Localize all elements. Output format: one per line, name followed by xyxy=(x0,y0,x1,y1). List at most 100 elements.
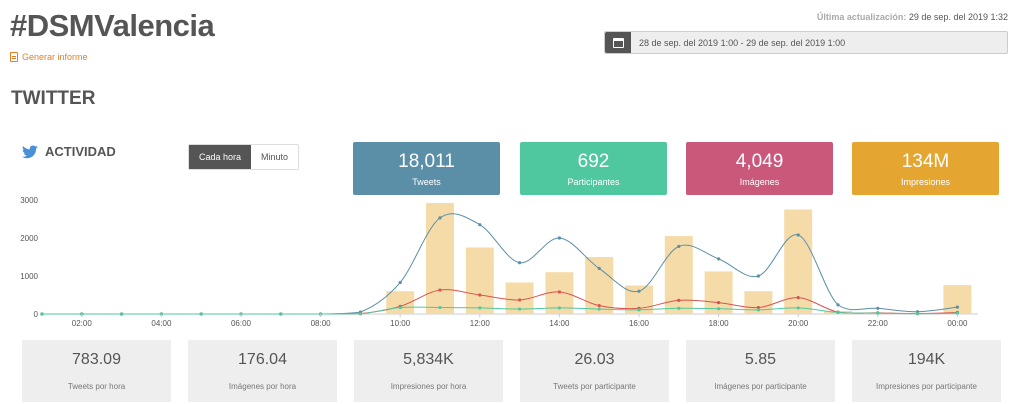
stat-value: 18,011 xyxy=(398,151,455,172)
stat-value: 692 xyxy=(577,151,610,172)
activity-heading: ACTIVIDAD xyxy=(22,144,116,159)
series-point xyxy=(478,223,482,227)
y-tick-label: 3000 xyxy=(20,196,38,205)
series-point xyxy=(637,308,641,312)
x-tick-label: 10:00 xyxy=(390,319,411,328)
series-point xyxy=(597,307,601,311)
date-range-text: 28 de sep. del 2019 1:00 - 29 de sep. de… xyxy=(639,37,846,48)
series-point xyxy=(597,304,601,308)
series-point xyxy=(199,312,203,316)
series-point xyxy=(557,290,562,294)
date-range-picker[interactable]: 28 de sep. del 2019 1:00 - 29 de sep. de… xyxy=(604,31,1008,54)
series-point xyxy=(876,311,880,315)
y-tick-label: 2000 xyxy=(20,234,38,243)
series-line xyxy=(42,213,958,315)
last-updated-value: 29 de sep. del 2019 1:32 xyxy=(908,12,1008,22)
series-point xyxy=(955,305,960,309)
metric-value: 176.04 xyxy=(238,351,287,368)
chart-bar xyxy=(426,203,454,314)
metric-impressions-per-participant: 194K Impresiones por participante xyxy=(852,340,1001,402)
last-updated-label: Última actualización: xyxy=(816,12,907,22)
metric-impressions-per-hour: 5,834K Impresiones por hora xyxy=(354,340,503,402)
metric-images-per-hour: 176.04 Imágenes por hora xyxy=(188,340,337,402)
stat-label: Imágenes xyxy=(739,177,780,187)
series-point xyxy=(677,306,681,310)
series-point xyxy=(597,266,601,270)
series-point xyxy=(717,307,721,311)
x-tick-label: 06:00 xyxy=(231,319,252,328)
series-point xyxy=(279,312,283,316)
x-tick-label: 02:00 xyxy=(72,319,93,328)
twitter-bird-icon xyxy=(22,144,38,158)
section-title: TWITTER xyxy=(11,88,96,109)
last-updated: Última actualización: 29 de sep. del 201… xyxy=(817,12,1008,22)
series-point xyxy=(677,298,681,302)
y-tick-label: 0 xyxy=(34,310,39,319)
series-point xyxy=(478,306,482,310)
interval-toggle[interactable]: Cada hora Minuto xyxy=(188,144,300,170)
metric-value: 783.09 xyxy=(72,351,121,368)
metric-tweets-per-participant: 26.03 Tweets por participante xyxy=(520,340,669,402)
series-point xyxy=(438,216,442,220)
stat-card-impressions: 134M Impresiones xyxy=(852,142,999,195)
series-point xyxy=(40,312,44,316)
x-tick-label: 12:00 xyxy=(470,319,491,328)
stat-card-participants: 692 Participantes xyxy=(520,142,667,195)
series-point xyxy=(756,274,761,278)
x-tick-label: 20:00 xyxy=(788,319,809,328)
series-point xyxy=(756,308,761,312)
series-line xyxy=(42,306,958,315)
series-point xyxy=(876,306,880,310)
generate-report-link[interactable]: Generar informe xyxy=(10,52,88,62)
chart-bar xyxy=(704,271,733,314)
metric-label: Tweets por participante xyxy=(553,382,636,391)
series-point xyxy=(518,307,522,311)
chart-bar xyxy=(943,285,972,314)
series-point xyxy=(398,305,402,310)
metric-label: Tweets por hora xyxy=(67,382,126,391)
series-point xyxy=(518,298,522,302)
x-tick-label: 00:00 xyxy=(947,319,968,328)
series-point xyxy=(955,311,960,315)
generate-report-label: Generar informe xyxy=(22,52,88,62)
pdf-icon xyxy=(10,52,18,62)
series-point xyxy=(557,236,562,240)
metric-value: 194K xyxy=(907,351,946,368)
metric-images-per-participant: 5.85 Imágenes por participante xyxy=(686,340,835,402)
stat-label: Tweets xyxy=(412,177,441,187)
series-point xyxy=(677,244,681,248)
stat-card-tweets: 18,011 Tweets xyxy=(353,142,500,195)
x-tick-label: 22:00 xyxy=(868,319,889,328)
series-point xyxy=(438,305,442,310)
series-point xyxy=(916,312,920,316)
metric-label: Impresiones por participante xyxy=(876,382,977,391)
series-point xyxy=(796,233,800,237)
toggle-hourly[interactable]: Cada hora xyxy=(189,145,252,169)
metric-value: 26.03 xyxy=(574,351,615,368)
series-point xyxy=(717,301,721,305)
x-tick-label: 04:00 xyxy=(151,319,172,328)
toggle-minute[interactable]: Minuto xyxy=(251,145,299,169)
stat-value: 134M xyxy=(901,151,950,172)
series-point xyxy=(717,257,721,261)
metric-label: Impresiones por hora xyxy=(390,382,467,391)
hashtag-title: #DSMValencia xyxy=(10,8,215,43)
x-tick-label: 08:00 xyxy=(311,319,332,328)
calendar-icon[interactable] xyxy=(605,32,631,53)
metric-label: Imágenes por hora xyxy=(228,382,297,391)
y-tick-label: 1000 xyxy=(20,272,38,281)
series-point xyxy=(836,303,840,307)
metric-value: 5,834K xyxy=(403,351,454,368)
series-point xyxy=(358,312,362,316)
series-point xyxy=(756,305,761,310)
series-point xyxy=(637,289,641,293)
stat-card-images: 4,049 Imágenes xyxy=(686,142,833,195)
series-point xyxy=(796,296,800,300)
stat-label: Impresiones xyxy=(900,177,951,187)
metric-tweets-per-hour: 783.09 Tweets por hora xyxy=(22,340,171,402)
chart-bar xyxy=(744,291,773,314)
x-tick-label: 14:00 xyxy=(549,319,570,328)
series-point xyxy=(120,312,124,316)
series-point xyxy=(478,293,482,297)
chart-bar xyxy=(465,247,494,314)
